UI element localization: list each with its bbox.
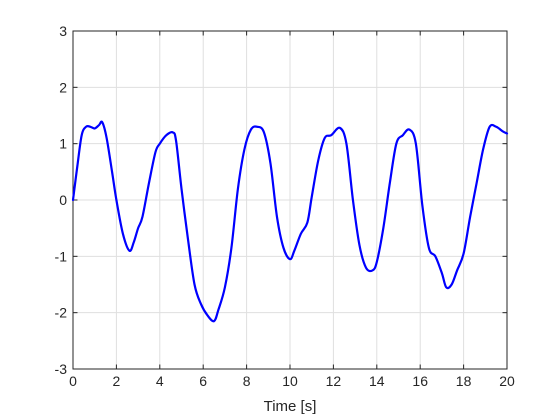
- x-tick-label: 12: [326, 373, 342, 389]
- x-tick-labels: 0 2 4 6 8 10 12 14 16 18 20: [69, 373, 515, 389]
- y-tick-label: 3: [59, 23, 67, 39]
- y-tick-label: -1: [55, 248, 68, 264]
- x-tick-label: 4: [156, 373, 164, 389]
- x-tick-label: 0: [69, 373, 77, 389]
- y-tick-label: 1: [59, 136, 67, 152]
- y-tick-label: 0: [59, 192, 67, 208]
- x-tick-label: 20: [499, 373, 515, 389]
- y-tick-label: 2: [59, 79, 67, 95]
- y-tick-label: -3: [55, 361, 68, 377]
- axis-ticks: [72, 30, 508, 370]
- x-axis-label: Time [s]: [264, 398, 317, 415]
- x-tick-label: 2: [113, 373, 121, 389]
- x-tick-label: 18: [456, 373, 472, 389]
- x-tick-label: 6: [199, 373, 207, 389]
- y-tick-label: -2: [55, 305, 68, 321]
- x-tick-label: 14: [369, 373, 385, 389]
- series-group: [71, 120, 509, 323]
- x-tick-label: 10: [282, 373, 298, 389]
- series-line-1: [71, 120, 509, 323]
- x-tick-label: 8: [243, 373, 251, 389]
- x-tick-label: 16: [412, 373, 428, 389]
- y-tick-labels: -3 -2 -1 0 1 2 3: [55, 23, 68, 377]
